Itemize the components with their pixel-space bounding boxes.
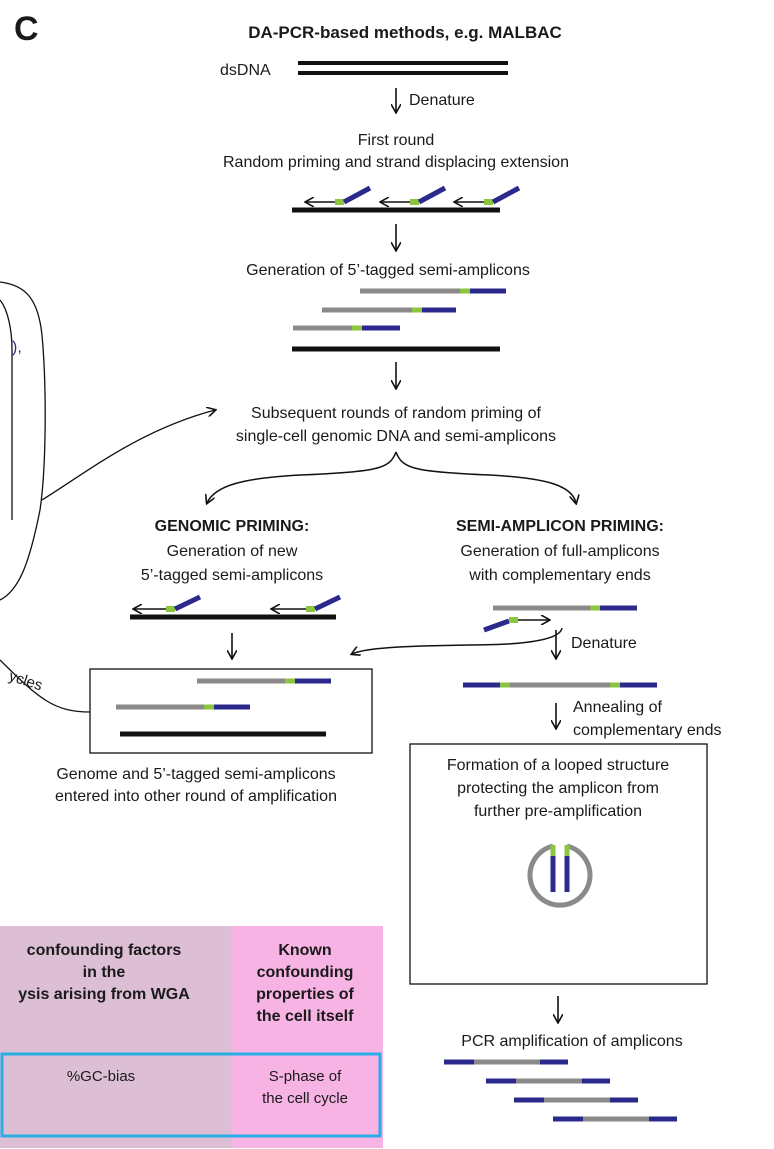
genomic-priming-line1: Generation of new — [167, 543, 298, 560]
confounding-factors-table — [0, 926, 383, 1148]
table-cell-s-phase-line1: S-phase of — [269, 1068, 342, 1085]
pcr-caption: PCR amplification of amplicons — [461, 1033, 682, 1050]
semi-amplicon-heading: Generation of 5’-tagged semi-amplicons — [246, 262, 530, 279]
table-cell-s-phase-line2: the cell cycle — [262, 1090, 348, 1107]
annealing-label-line1: Annealing of — [573, 699, 663, 716]
denature-label: Denature — [409, 92, 475, 109]
semi-amplicon-priming-line2: with complementary ends — [468, 567, 650, 584]
loop-caption-line1: Formation of a looped structure — [447, 757, 669, 774]
table-header-right-line1: Known — [278, 942, 331, 959]
loop-caption-line2: protecting the amplicon from — [457, 780, 659, 797]
first-round-heading: First round — [358, 132, 434, 149]
dsdna-strands — [298, 61, 508, 75]
subsequent-rounds-line1: Subsequent rounds of random priming of — [251, 405, 542, 422]
table-header-left-line1: confounding factors — [27, 942, 182, 959]
table-header-left-line2: in the — [83, 964, 126, 981]
dsdna-label: dsDNA — [220, 62, 271, 79]
genome-caption-line1: Genome and 5’-tagged semi-amplicons — [56, 766, 335, 783]
left-blue-fragment: ), — [12, 339, 22, 356]
return-arrow-to-box — [352, 627, 563, 654]
first-round-description: Random priming and strand displacing ext… — [223, 154, 569, 171]
left-cycle-curves — [0, 281, 215, 713]
semi-amplicons-group — [292, 288, 506, 352]
table-right-column — [231, 926, 383, 1148]
looped-structure-box — [409, 743, 708, 985]
looped-amplicon-structure — [527, 843, 593, 908]
annealing-label-line2: complementary ends — [573, 722, 722, 739]
genomic-priming-line2: 5’-tagged semi-amplicons — [141, 567, 323, 584]
full-amplicon-priming — [483, 605, 637, 633]
table-header-right-line2: confounding — [257, 964, 354, 981]
panel-label: C — [14, 10, 39, 48]
table-header-right-line4: the cell itself — [257, 1008, 355, 1025]
table-cell-gc-bias: %GC-bias — [67, 1068, 135, 1085]
split-arrow-right — [395, 451, 576, 503]
split-arrow-left — [207, 451, 397, 503]
genome-caption-line2: entered into other round of amplificatio… — [55, 788, 337, 805]
semi-amplicon-priming-heading: SEMI-AMPLICON PRIMING: — [456, 518, 664, 535]
table-left-column — [0, 926, 231, 1148]
semi-amplicon-priming-line1: Generation of full-amplicons — [460, 543, 659, 560]
random-priming-strand — [292, 185, 521, 213]
denature-label-2: Denature — [571, 635, 637, 652]
genomic-priming-heading: GENOMIC PRIMING: — [155, 518, 310, 535]
genome-box-contents — [116, 678, 331, 737]
diagram-title: DA-PCR-based methods, e.g. MALBAC — [248, 23, 562, 42]
table-header-left-line3: ysis arising from WGA — [18, 986, 190, 1003]
table-header-right-line3: properties of — [256, 986, 354, 1003]
genomic-priming-strand — [130, 594, 342, 620]
cycles-fragment: ycles — [7, 668, 45, 695]
subsequent-rounds-line2: single-cell genomic DNA and semi-amplico… — [236, 428, 556, 445]
pcr-amplicons — [444, 1059, 677, 1122]
loop-caption-line3: further pre-amplification — [474, 803, 642, 820]
table-highlight-row — [0, 1052, 382, 1138]
